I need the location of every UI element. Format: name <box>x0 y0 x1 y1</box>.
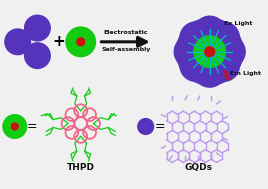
Circle shape <box>138 119 154 134</box>
Circle shape <box>5 29 31 55</box>
Circle shape <box>3 115 27 138</box>
Circle shape <box>174 36 206 67</box>
Circle shape <box>194 56 225 87</box>
Circle shape <box>180 22 211 53</box>
Text: GQDs: GQDs <box>185 163 213 172</box>
Text: +: + <box>53 34 65 49</box>
Circle shape <box>66 27 95 57</box>
Circle shape <box>194 16 225 48</box>
Text: Self-assembly: Self-assembly <box>101 47 151 52</box>
Circle shape <box>180 50 211 81</box>
Text: =: = <box>26 120 37 133</box>
Text: THPD: THPD <box>67 163 95 172</box>
Circle shape <box>194 36 225 67</box>
Circle shape <box>176 18 243 85</box>
Text: Electrostatic: Electrostatic <box>104 30 148 35</box>
Circle shape <box>214 36 245 67</box>
Circle shape <box>25 15 50 41</box>
Circle shape <box>205 47 215 57</box>
Circle shape <box>11 123 18 130</box>
Circle shape <box>208 50 239 81</box>
Circle shape <box>25 43 50 68</box>
Text: Ex Light: Ex Light <box>225 21 253 26</box>
Text: =: = <box>154 120 165 133</box>
Circle shape <box>77 38 85 46</box>
Circle shape <box>208 22 239 53</box>
Text: Em Light: Em Light <box>230 71 261 76</box>
